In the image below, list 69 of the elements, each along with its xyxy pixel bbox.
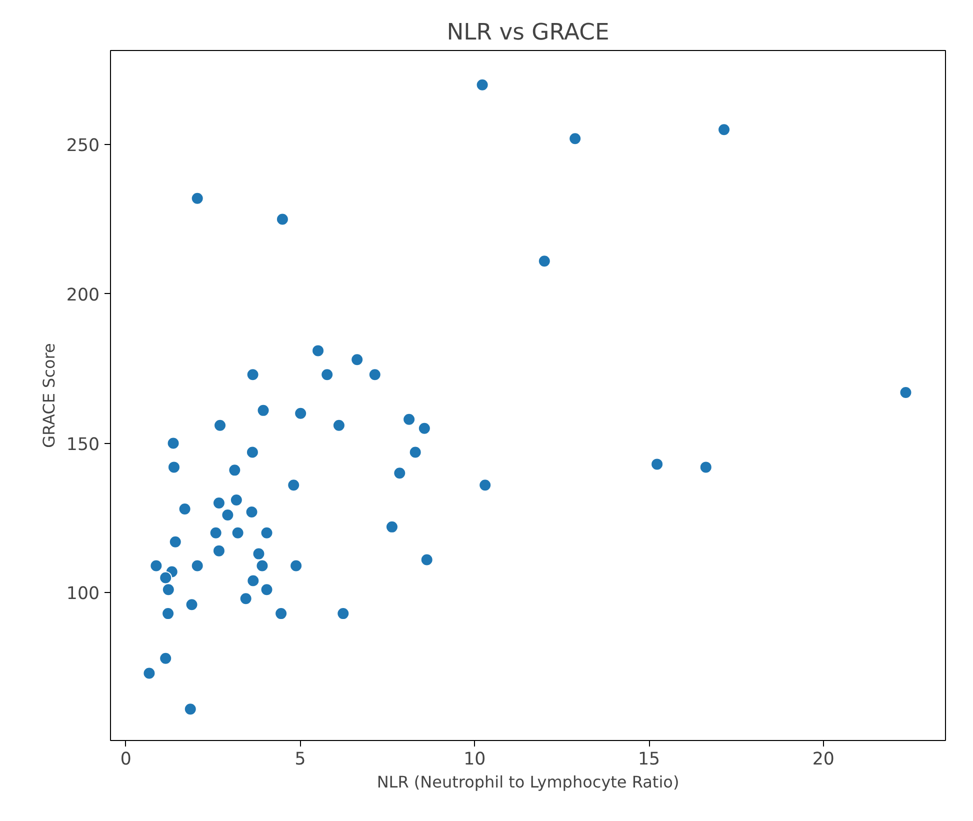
point [212,496,226,510]
point [256,404,270,417]
y-tick-label: 100 [66,584,100,604]
point [256,559,269,572]
point [408,446,422,459]
point [312,344,325,358]
point [168,535,182,548]
point [320,368,334,382]
y-tick-label: 200 [66,285,100,306]
point [568,132,582,146]
point [350,353,364,366]
point [402,412,416,426]
point [294,406,308,420]
x-tick-label: 0 [120,750,132,770]
point [274,607,288,620]
point [159,571,172,584]
point [476,78,489,92]
point [184,702,197,716]
point [252,547,266,560]
point [228,464,242,477]
point [162,607,175,620]
point [650,458,664,471]
point [167,460,180,474]
x-tick-label: 10 [464,750,486,770]
point [246,446,259,459]
point [214,418,227,432]
point [190,559,204,572]
point [287,478,300,492]
point [246,574,260,588]
point [336,607,350,620]
point [159,652,172,665]
point [221,508,234,522]
point [478,478,492,492]
point [899,386,912,399]
point [385,520,398,534]
y-tick-label: 150 [66,434,100,455]
point [290,559,303,572]
x-tick-label: 20 [812,750,834,770]
x-tick-label: 5 [294,750,306,770]
point [718,123,731,136]
point [276,212,289,226]
point [538,254,551,268]
point [332,418,346,432]
chart-title: NLR vs GRACE [446,20,610,46]
point [418,422,431,435]
point [209,526,222,540]
point [246,368,260,382]
x-axis-title: NLR (Neutrophil to Lymphocyte Ratio) [376,772,680,792]
x-tick-label: 15 [638,750,660,770]
point [162,583,175,596]
point [260,583,274,596]
point [699,460,712,474]
point [231,526,244,540]
point [239,592,252,606]
point [393,466,406,480]
point [190,192,204,205]
point [420,553,434,566]
point [166,436,180,450]
point [230,494,243,507]
y-axis-title: GRACE Score [39,343,58,448]
point [185,598,198,612]
point [212,544,226,558]
point [178,502,192,516]
point [260,526,274,540]
point [245,506,258,518]
y-tick-label: 250 [66,136,100,156]
point [142,666,156,680]
point [150,559,163,572]
point [368,368,382,382]
